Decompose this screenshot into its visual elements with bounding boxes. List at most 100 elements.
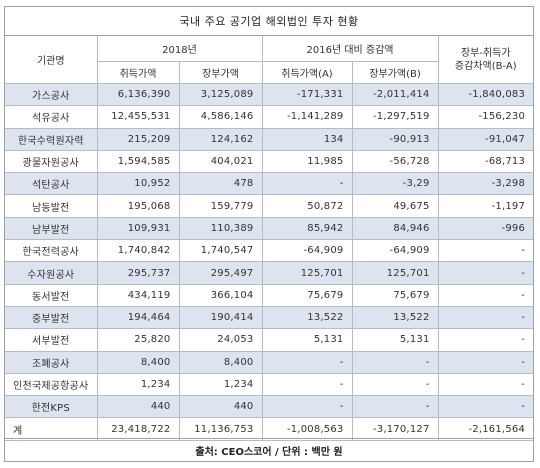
book-b-cell: 125,701 (351, 261, 439, 285)
book-b-cell: -1,297,519 (351, 105, 439, 129)
table-row: 한국수력원자력 215,209 124,162 134 -90,913 -91,047 (5, 127, 534, 151)
book-cell: 478 (178, 172, 263, 196)
acq-cell: 194,464 (96, 305, 180, 330)
agency-name-cell: 조폐공사 (5, 350, 98, 374)
total-acq-cell: 23,418,722 (96, 417, 180, 441)
header-acq: 취득가액 (97, 61, 180, 84)
table-row: 남부발전 109,931 110,389 85,942 84,946 -996 (5, 216, 534, 241)
acq-a-cell: - (261, 172, 353, 196)
header-diff-line2: 증감차액(B-A) (454, 60, 517, 72)
diff-cell: -1,197 (437, 194, 534, 218)
total-diff-cell: -2,161,564 (437, 417, 534, 441)
table-row: 동서발전 434,119 366,104 75,679 75,679- (5, 283, 534, 307)
agency-name-cell: 인천국제공항공사 (5, 372, 98, 397)
header-agency: 기관명 (5, 36, 98, 84)
book-cell: 190,414 (178, 305, 263, 330)
acq-cell: 440 (96, 395, 180, 419)
agency-name-cell: 석탄공사 (5, 172, 98, 196)
book-b-cell: 5,131 (351, 328, 439, 352)
agency-name-cell: 한국수력원자력 (5, 127, 98, 151)
diff-cell: - (437, 239, 534, 263)
header-diff-line1: 장부-취득가 (460, 47, 511, 59)
acq-a-cell: 75,679 (261, 283, 353, 307)
diff-cell: -68,713 (437, 149, 534, 174)
book-b-cell: -3,29 (351, 172, 439, 196)
book-cell: 4,586,146 (178, 105, 263, 129)
acq-a-cell: 13,522 (261, 305, 353, 330)
acq-a-cell: - (261, 372, 353, 397)
table-row: 가스공사 6,136,390 3,125,089 -171,331 -2,011,414… (5, 83, 534, 107)
acq-cell: 10,952 (96, 172, 180, 196)
book-cell: 366,104 (178, 283, 263, 307)
acq-a-cell: -64,909 (261, 239, 353, 263)
book-cell: 1,740,547 (178, 239, 263, 263)
table-title: 국내 주요 공기업 해외법인 투자 현황 (5, 7, 533, 36)
header-2018: 2018년 (96, 36, 263, 62)
diff-cell: - (437, 350, 534, 374)
acq-a-cell: 50,872 (261, 194, 353, 218)
table-row: 인천국제공항공사 1,234 1,234- - - (5, 372, 534, 397)
acq-cell: 1,594,585 (96, 149, 180, 174)
acq-a-cell: - (261, 395, 353, 419)
header-book-b: 장부가액(B) (351, 61, 439, 84)
acq-cell: 6,136,390 (96, 83, 180, 107)
book-b-cell: -2,011,414 (351, 83, 439, 107)
investment-table: 기관명 2018년 2016년 대비 증감액 장부-취득가 증감차액(B-A) … (5, 36, 534, 441)
acq-a-cell: -1,141,289 (261, 105, 353, 129)
table-row: 서부발전 25,820 24,053 5,131 5,131- (5, 328, 534, 352)
diff-cell: -3,298 (437, 172, 534, 196)
book-b-cell: -64,909 (351, 239, 439, 263)
book-cell: 1,234 (178, 372, 263, 397)
acq-a-cell: 85,942 (261, 216, 353, 241)
acq-cell: 109,931 (96, 216, 180, 241)
book-cell: 110,389 (178, 216, 263, 241)
acq-cell: 12,455,531 (96, 105, 180, 129)
book-b-cell: -56,728 (351, 149, 439, 174)
acq-a-cell: -171,331 (261, 83, 353, 107)
diff-cell: -1,840,083 (437, 83, 534, 107)
header-diff: 장부-취득가 증감차액(B-A) (437, 36, 534, 84)
acq-cell: 195,068 (96, 194, 180, 218)
agency-name-cell: 석유공사 (5, 105, 98, 129)
diff-cell: - (437, 328, 534, 352)
agency-name-cell: 광물자원공사 (5, 149, 98, 174)
diff-cell: - (437, 372, 534, 397)
agency-name-cell: 동서발전 (5, 283, 98, 307)
total-book-b-cell: -3,170,127 (351, 417, 439, 441)
book-b-cell: -90,913 (351, 127, 439, 151)
diff-cell: - (437, 395, 534, 419)
agency-name-cell: 가스공사 (5, 83, 98, 107)
agency-name-cell: 한국전력공사 (5, 239, 98, 263)
acq-cell: 295,737 (96, 261, 180, 285)
book-b-cell: 84,946 (351, 216, 439, 241)
agency-name-cell: 중부발전 (5, 305, 98, 330)
agency-name-cell: 남동발전 (5, 194, 98, 218)
book-cell: 404,021 (178, 149, 263, 174)
acq-a-cell: 11,985 (261, 149, 353, 174)
table-row: 중부발전 194,464 190,414 13,522 13,522- (5, 305, 534, 330)
agency-name-cell: 수자원공사 (5, 261, 98, 285)
acq-cell: 8,400 (96, 350, 180, 374)
table-row: 한전KPS 440 440- - - (5, 395, 534, 419)
header-change: 2016년 대비 증감액 (261, 36, 439, 62)
acq-cell: 215,209 (96, 127, 180, 151)
total-book-cell: 11,136,753 (178, 417, 263, 441)
agency-name-cell: 남부발전 (5, 216, 98, 241)
book-cell: 440 (178, 395, 263, 419)
header-book: 장부가액 (178, 61, 263, 84)
book-cell: 24,053 (178, 328, 263, 352)
investment-table-panel: 국내 주요 공기업 해외법인 투자 현황 기관명 2018년 2016년 대비 … (4, 6, 534, 462)
acq-a-cell: 5,131 (261, 328, 353, 352)
book-cell: 8,400 (178, 350, 263, 374)
book-b-cell: - (351, 395, 439, 419)
total-agency-name-cell: 계 (5, 417, 98, 441)
source-note: 출처: CEO스코어 / 단위 : 백만 원 (5, 438, 533, 461)
acq-cell: 25,820 (96, 328, 180, 352)
table-body: 가스공사 6,136,390 3,125,089 -171,331 -2,011,414… (5, 83, 534, 441)
book-cell: 295,497 (178, 261, 263, 285)
book-b-cell: - (351, 372, 439, 397)
table-row: 수자원공사 295,737 295,497 125,701 125,701- (5, 261, 534, 285)
table-row: 한국전력공사 1,740,842 1,740,547 -64,909 -64,909- (5, 239, 534, 263)
diff-cell: - (437, 261, 534, 285)
diff-cell: -996 (437, 216, 534, 241)
